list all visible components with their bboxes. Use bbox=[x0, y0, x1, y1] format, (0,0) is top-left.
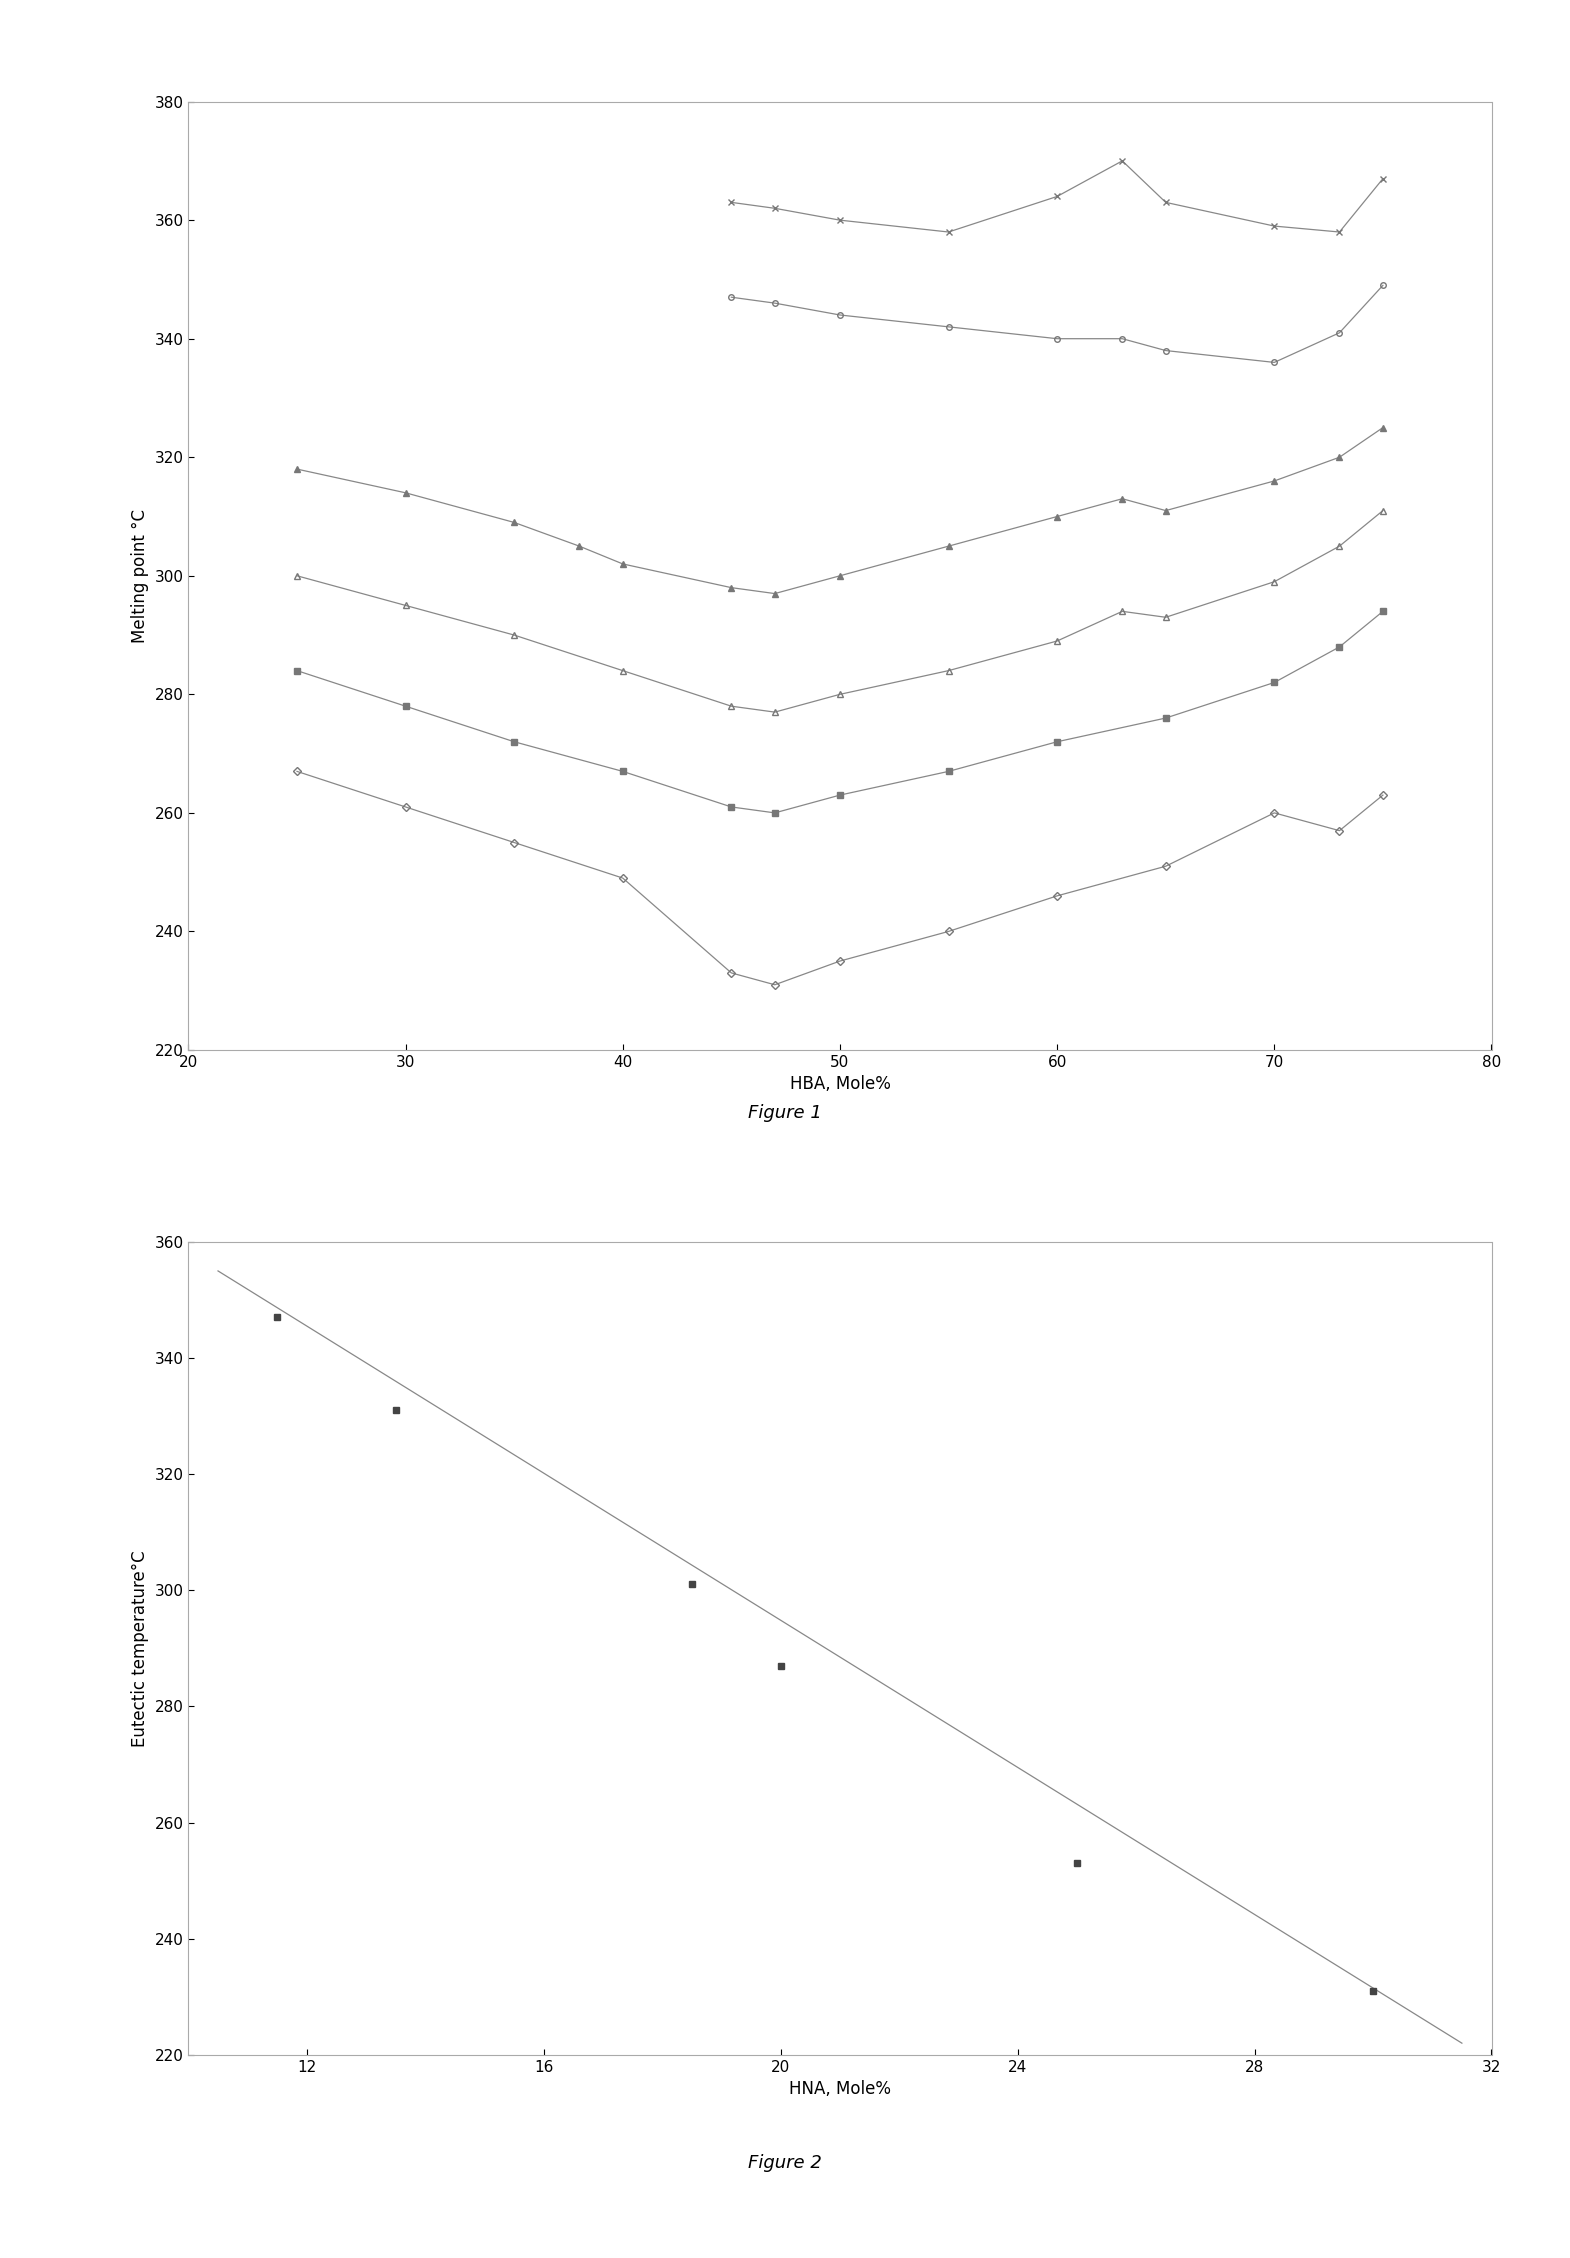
Y-axis label: Eutectic temperature°C: Eutectic temperature°C bbox=[130, 1549, 149, 1748]
Text: Figure 1: Figure 1 bbox=[747, 1104, 823, 1122]
X-axis label: HNA, Mole%: HNA, Mole% bbox=[790, 2080, 890, 2098]
Y-axis label: Melting point °C: Melting point °C bbox=[130, 508, 149, 644]
Text: Figure 2: Figure 2 bbox=[747, 2154, 823, 2172]
X-axis label: HBA, Mole%: HBA, Mole% bbox=[790, 1075, 890, 1093]
